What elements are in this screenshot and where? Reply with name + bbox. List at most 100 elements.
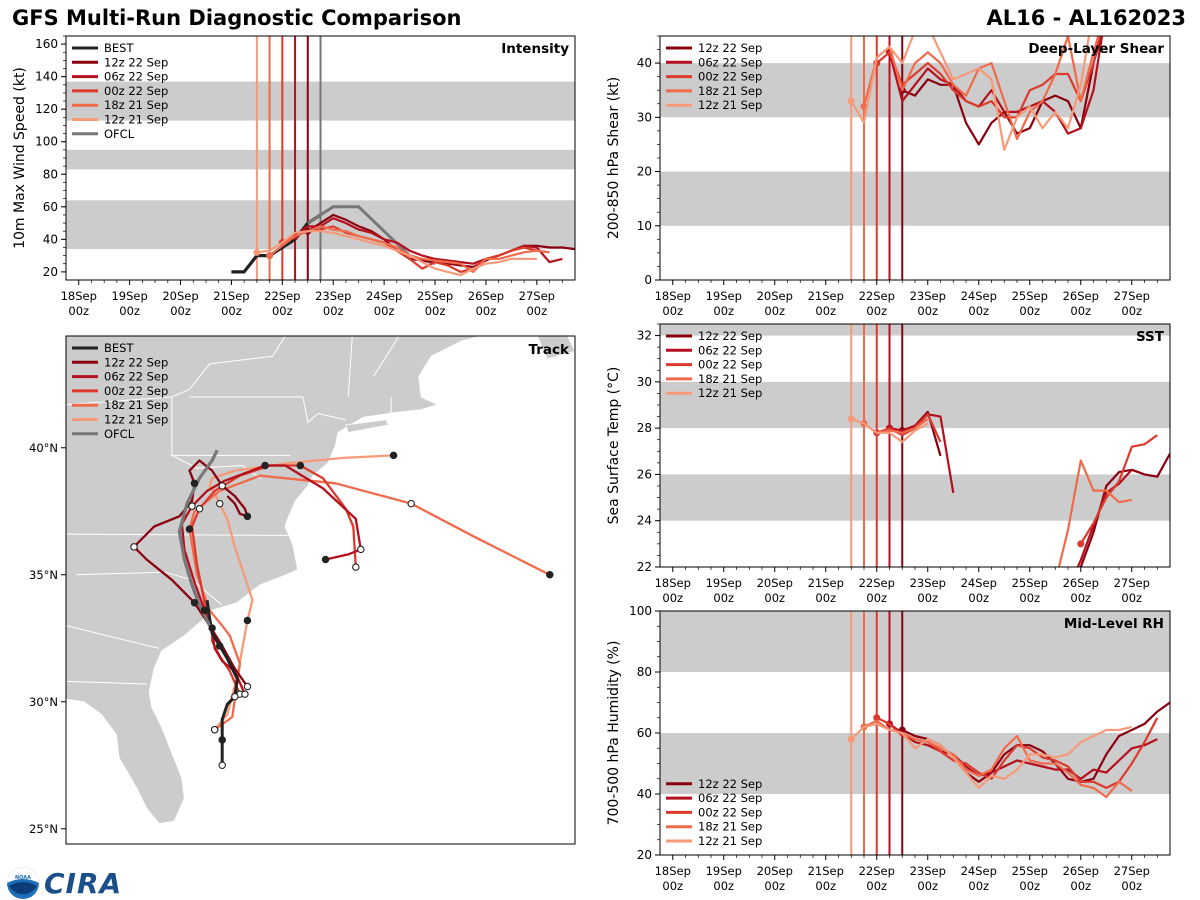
series-12z-21-sep-8 <box>850 417 929 444</box>
chart-sst: 22242628303218Sep00z19Sep00z20Sep00z21Se… <box>606 323 1171 605</box>
x-tick-label-day: 23Sep <box>315 289 351 303</box>
panel-title: Deep-Layer Shear <box>1028 41 1164 57</box>
y-tick-label: 120 <box>35 102 58 116</box>
legend-label-ofcl: OFCL <box>104 127 135 141</box>
x-tick-label-day: 18Sep <box>655 576 691 590</box>
y-axis-label: Sea Surface Temp (°C) <box>606 367 622 525</box>
long-island <box>345 419 390 433</box>
x-tick-label-hour: 00z <box>323 304 344 318</box>
legend-label-06z-22-sep: 06z 22 Sep <box>698 55 762 69</box>
legend-label-06z-22-sep: 06z 22 Sep <box>698 791 762 805</box>
x-tick-label-day: 27Sep <box>1114 576 1150 590</box>
x-tick-label-hour: 00z <box>866 304 887 318</box>
chart-shear: 01020304018Sep00z19Sep00z20Sep00z21Sep00… <box>606 35 1171 318</box>
x-tick-label-day: 23Sep <box>910 576 946 590</box>
x-tick-label-hour: 00z <box>1121 879 1142 893</box>
series-12z-21-sep-4 <box>850 722 1133 790</box>
panel-title: SST <box>1136 329 1165 345</box>
track-point-06z-22-sep <box>188 502 196 510</box>
threshold-band-1 <box>660 611 1170 672</box>
x-tick-label-day: 23Sep <box>910 289 946 303</box>
legend-label-12z-21-sep: 12z 21 Sep <box>698 834 762 848</box>
legend-label-18z-21-sep: 18z 21 Sep <box>698 372 762 386</box>
x-tick-label-hour: 00z <box>764 879 785 893</box>
plot-area <box>660 36 1170 280</box>
page-title: GFS Multi-Run Diagnostic Comparison <box>12 6 462 30</box>
legend-label-12z-22-sep: 12z 22 Sep <box>104 355 168 369</box>
series-18z-21-sep-7 <box>1057 459 1132 567</box>
lat-tick-label: 30°N <box>29 695 58 709</box>
series-12z-21-sep-4 <box>850 36 1091 151</box>
y-tick-label: 20 <box>637 848 652 862</box>
chart-intensity: 2040608010012014016018Sep00z19Sep00z20Se… <box>12 35 576 318</box>
x-tick-label-hour: 00z <box>764 591 785 605</box>
y-tick-label: 20 <box>43 265 58 279</box>
legend-label-12z-22-sep: 12z 22 Sep <box>698 777 762 791</box>
track-06z-22-sep <box>180 464 362 695</box>
init-point-12z-21-sep-8 <box>847 415 855 423</box>
track-point-06z-22-sep <box>357 545 365 554</box>
x-tick-label-day: 21Sep <box>213 289 249 303</box>
panel-title: Intensity <box>501 41 569 57</box>
init-point-12z-21-sep-6 <box>253 248 261 256</box>
legend-label-12z-22-sep: 12z 22 Sep <box>104 55 168 69</box>
cira-logo-text: CIRA <box>44 866 123 900</box>
x-tick-label-hour: 00z <box>526 304 547 318</box>
x-tick-label-day: 27Sep <box>1114 864 1150 878</box>
map-area <box>66 336 575 825</box>
track-point-00z-22-sep <box>296 461 305 470</box>
y-tick-label: 10 <box>637 219 652 233</box>
state-border-0 <box>66 336 286 406</box>
cira-logo: NOAA CIRA <box>6 866 122 900</box>
x-tick-label-day: 22Sep <box>859 864 895 878</box>
threshold-band-2 <box>660 324 1170 336</box>
map-frame <box>65 335 576 845</box>
track-point-12z-22-sep <box>218 482 226 490</box>
x-tick-label-hour: 00z <box>662 304 683 318</box>
track-point-18z-21-sep <box>185 525 194 533</box>
x-tick-label-hour: 00z <box>815 591 836 605</box>
y-tick-label: 20 <box>637 165 652 179</box>
track-point-best <box>215 642 224 650</box>
x-tick-label-hour: 00z <box>68 304 89 318</box>
x-tick-label-hour: 00z <box>866 879 887 893</box>
legend-label-06z-22-sep: 06z 22 Sep <box>104 370 168 384</box>
legend-label-12z-21-sep: 12z 21 Sep <box>104 113 168 127</box>
x-tick-label-hour: 00z <box>1121 591 1142 605</box>
track-point-12z-21-sep <box>389 451 398 460</box>
legend-label-00z-22-sep: 00z 22 Sep <box>104 84 168 98</box>
state-border-3 <box>66 533 288 536</box>
x-tick-label-day: 22Sep <box>859 576 895 590</box>
y-axis-label: 700-500 hPa Humidity (%) <box>606 641 622 826</box>
state-border-6 <box>66 680 147 685</box>
x-tick-label-day: 23Sep <box>910 864 946 878</box>
legend-label-00z-22-sep: 00z 22 Sep <box>104 384 168 398</box>
legend-label-18z-21-sep: 18z 21 Sep <box>698 84 762 98</box>
x-tick-label-hour: 00z <box>1121 304 1142 318</box>
x-tick-label-hour: 00z <box>968 304 989 318</box>
x-tick-label-day: 21Sep <box>808 289 844 303</box>
legend-label-18z-21-sep: 18z 21 Sep <box>698 820 762 834</box>
track-point-06z-22-sep <box>321 555 330 564</box>
y-axis-label: 200-850 hPa Shear (kt) <box>606 77 622 239</box>
y-tick-label: 100 <box>629 604 652 618</box>
x-tick-label-hour: 00z <box>713 591 734 605</box>
y-tick-label: 100 <box>35 135 58 149</box>
legend-label-00z-22-sep: 00z 22 Sep <box>698 70 762 84</box>
x-tick-label-day: 18Sep <box>61 289 97 303</box>
x-tick-label-day: 27Sep <box>519 289 555 303</box>
track-ofcl <box>177 449 219 627</box>
legend-label-06z-22-sep: 06z 22 Sep <box>104 70 168 84</box>
x-tick-label-day: 26Sep <box>1063 576 1099 590</box>
x-tick-label-day: 18Sep <box>655 864 691 878</box>
x-tick-label-hour: 00z <box>1019 879 1040 893</box>
track-point-12z-22-sep <box>190 598 199 607</box>
track-point-best <box>218 761 226 770</box>
track-point-18z-21-sep <box>407 499 415 508</box>
legend-label-12z-22-sep: 12z 22 Sep <box>698 329 762 343</box>
track-point-best <box>231 692 239 701</box>
legend-label-00z-22-sep: 00z 22 Sep <box>698 805 762 819</box>
x-tick-label-day: 19Sep <box>111 289 147 303</box>
x-tick-label-hour: 00z <box>221 304 242 318</box>
y-tick-label: 22 <box>637 560 652 574</box>
